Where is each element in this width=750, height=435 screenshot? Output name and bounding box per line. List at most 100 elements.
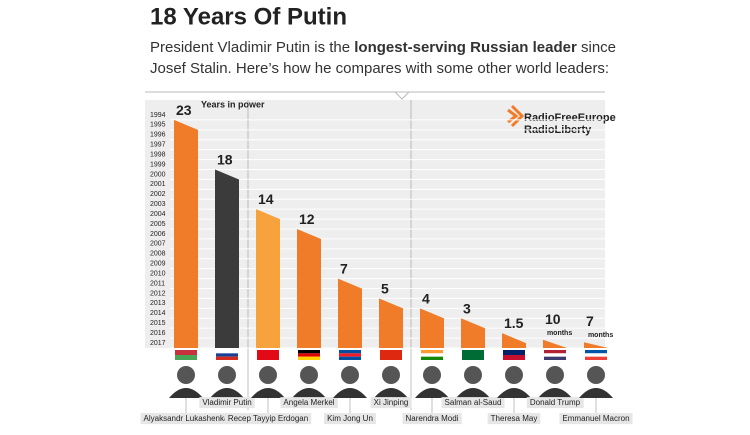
y-tick-label: 1994 [150, 112, 166, 119]
value-number: 7 [586, 313, 594, 329]
value-number: 23 [176, 102, 192, 118]
flag [339, 350, 361, 354]
subtitle: Josef Stalin. Here’s how he compares wit… [150, 60, 609, 77]
name-box [559, 413, 633, 425]
value-label: 12 [299, 211, 315, 227]
name-box [140, 413, 233, 425]
name-label: Emmanuel Macron [562, 414, 629, 423]
bar [543, 339, 567, 348]
flag [216, 350, 238, 354]
subtitle-part: Josef Stalin. Here’s how he compares wit… [150, 60, 609, 77]
name-box [402, 413, 462, 425]
portrait-body [497, 388, 531, 398]
portrait-head [218, 366, 236, 384]
divider [145, 91, 605, 100]
flag [585, 353, 607, 357]
subtitle: President Vladimir Putin is the longest-… [150, 39, 616, 56]
value-unit: months [586, 332, 613, 339]
flag [544, 350, 566, 354]
y-tick-label: 2006 [150, 231, 166, 238]
flag [421, 353, 443, 357]
y-tick-label: 2008 [150, 251, 166, 258]
name-label: Vladimir Putin [202, 398, 251, 407]
y-tick-label: 2016 [150, 330, 166, 337]
flag [503, 350, 525, 355]
name-box [199, 397, 255, 409]
portrait-head [423, 366, 441, 384]
y-tick-label: 2001 [150, 181, 166, 188]
flag [544, 356, 566, 360]
value-number: 1.5 [504, 315, 524, 331]
y-tick-label: 1997 [150, 142, 166, 149]
value-label: 14 [258, 191, 274, 207]
portrait-body [456, 388, 490, 398]
y-tick-label: 1998 [150, 151, 166, 158]
bar [215, 169, 239, 348]
value-label: 5 [381, 280, 389, 296]
plot-bg [145, 100, 605, 348]
y-tick-label: 2013 [150, 300, 166, 307]
flag [421, 350, 443, 354]
name-label: Recep Tayyip Erdogan [228, 414, 308, 423]
bar [584, 342, 608, 348]
name-label: Xi Jinping [374, 398, 409, 407]
flag [339, 353, 361, 357]
portrait-head [587, 366, 605, 384]
chart-title: 18 Years Of Putin [150, 3, 347, 30]
portrait-body [579, 388, 613, 398]
y-tick-label: 2011 [150, 280, 165, 287]
annotation: Years in power [201, 99, 265, 109]
portrait-body [333, 388, 367, 398]
y-tick-label: 2010 [150, 270, 166, 277]
flag [421, 356, 443, 360]
flag [298, 356, 320, 360]
y-tick-label: 2005 [150, 221, 166, 228]
portrait-body [251, 388, 285, 398]
name-box [526, 397, 584, 409]
portrait-head [300, 366, 318, 384]
name-label: Donald Trump [530, 398, 581, 407]
flag [216, 356, 238, 360]
portrait-head [341, 366, 359, 384]
flag [257, 350, 279, 360]
name-box [441, 397, 505, 409]
value-label: 7 [340, 260, 348, 276]
y-tick-label: 2014 [150, 310, 166, 317]
value-number: 12 [299, 211, 315, 227]
bar [256, 209, 280, 348]
value-number: 4 [422, 290, 430, 306]
value-label: 18 [217, 151, 233, 167]
name-box [280, 397, 338, 409]
bar [502, 333, 526, 348]
value-label: 4 [422, 290, 430, 306]
bar [297, 229, 321, 348]
portrait-body [292, 388, 326, 398]
value-label: 3 [463, 300, 471, 316]
portrait-body [374, 388, 408, 398]
value-number: 18 [217, 151, 233, 167]
name-box [224, 413, 312, 425]
name-box [487, 413, 541, 425]
y-tick-label: 2009 [150, 261, 166, 268]
flag [462, 350, 484, 360]
portrait-head [505, 366, 523, 384]
value-label: 23 [176, 102, 192, 118]
name-box [370, 397, 412, 409]
name-label: Alyaksandr Lukashenka [144, 414, 229, 423]
portrait-body [415, 388, 449, 398]
flag [380, 350, 402, 360]
bar [174, 119, 198, 349]
flag [544, 353, 566, 357]
flag [175, 355, 197, 360]
value-number: 3 [463, 300, 471, 316]
y-tick-label: 2012 [150, 290, 166, 297]
name-label: Angela Merkel [283, 398, 334, 407]
subtitle-part: since [577, 39, 616, 56]
portrait-head [464, 366, 482, 384]
y-tick-label: 1995 [150, 122, 166, 129]
bar [379, 298, 403, 348]
flag [503, 355, 525, 360]
portrait-head [382, 366, 400, 384]
value-number: 14 [258, 191, 274, 207]
